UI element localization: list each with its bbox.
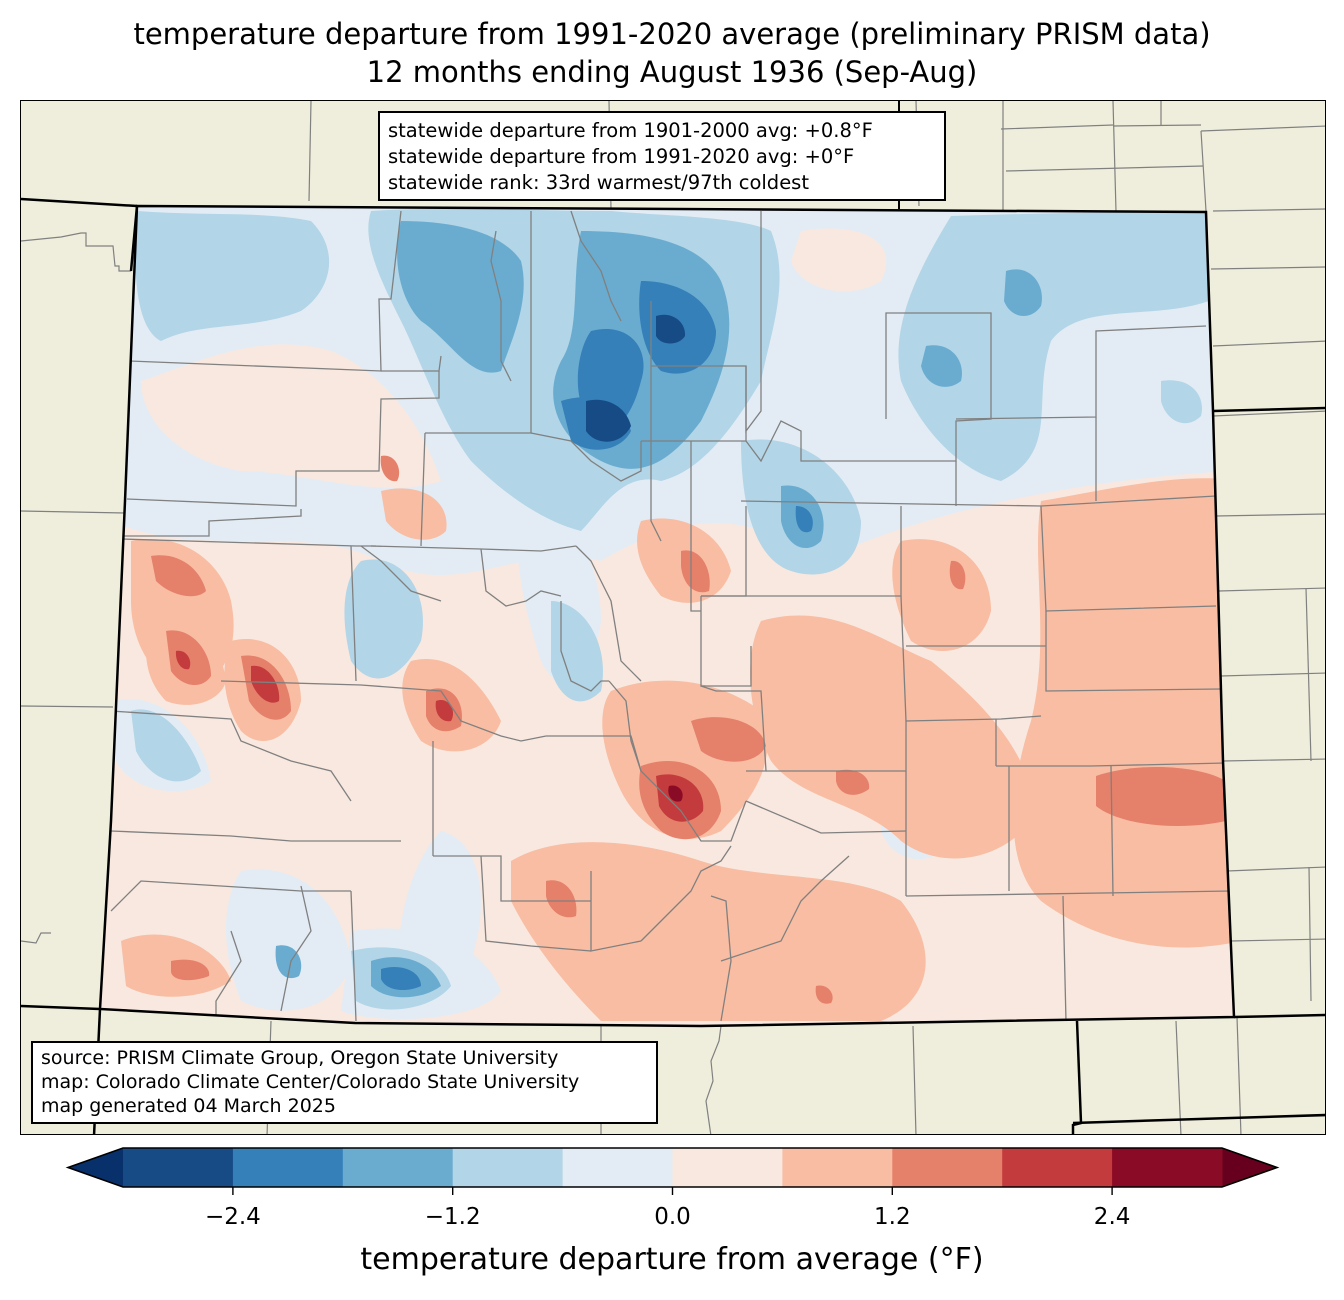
temperature-anomaly-field xyxy=(100,206,1234,1026)
statewide-stats-box: statewide departure from 1901-2000 avg: … xyxy=(378,111,946,201)
colorbar-bin xyxy=(1112,1148,1223,1187)
anomaly-region-warm-medium xyxy=(511,842,926,1021)
anomaly-region-warm-very-strong xyxy=(175,650,191,670)
colorbar-bin xyxy=(342,1148,454,1187)
colorbar-tick-label: 0.0 xyxy=(654,1204,691,1230)
anomaly-region-cool-strong xyxy=(397,221,524,373)
anomaly-region-cool-medium xyxy=(131,709,201,782)
anomaly-region-warm-strong xyxy=(1096,766,1226,826)
colorbar-tick-label: −2.4 xyxy=(204,1204,261,1230)
anomaly-region-warm-strong xyxy=(546,880,577,918)
colorbar-bin xyxy=(562,1148,673,1187)
anomaly-region-warm-strong xyxy=(681,550,710,593)
anomaly-region-cool-medium xyxy=(551,601,603,702)
chart-title-line1: temperature departure from 1991-2020 ave… xyxy=(133,17,1211,51)
anomaly-region-cool-extreme xyxy=(586,399,631,442)
anomaly-region-cool-strong xyxy=(1004,269,1042,317)
colorado-state-border xyxy=(98,204,1236,1028)
colorbar-tick-label: −1.2 xyxy=(424,1204,481,1230)
anomaly-region-warm-medium xyxy=(381,488,447,540)
colorbar-bin xyxy=(452,1148,564,1187)
stat-departure-1901-2000: statewide departure from 1901-2000 avg: … xyxy=(388,119,873,142)
anomaly-region-cool-medium xyxy=(1121,214,1206,256)
colorbar-outline xyxy=(65,1147,1280,1188)
anomaly-region-cool-very-strong xyxy=(795,506,813,533)
anomaly-region-warm-extreme xyxy=(668,785,683,802)
anomaly-region-warm-medium xyxy=(1013,478,1234,948)
colorado-map xyxy=(21,101,1325,1134)
anomaly-region-cool-medium xyxy=(898,212,1209,481)
anomaly-region-warm-strong xyxy=(815,985,833,1004)
anomaly-region-cool-strong xyxy=(275,945,302,979)
source-line: source: PRISM Climate Group, Oregon Stat… xyxy=(41,1047,559,1069)
anomaly-region-cool-light xyxy=(226,869,351,1011)
stat-departure-1991-2020: statewide departure from 1991-2020 avg: … xyxy=(388,145,855,168)
county-lines xyxy=(110,210,1232,1022)
anomaly-region-warm-very-strong xyxy=(251,665,280,703)
anomaly-region-warm-strong xyxy=(691,717,766,762)
chart-title-line2: 12 months ending August 1936 (Sep-Aug) xyxy=(366,55,978,89)
stat-rank: statewide rank: 33rd warmest/97th coldes… xyxy=(388,171,809,194)
colorbar-tick-label: 2.4 xyxy=(1093,1204,1131,1230)
anomaly-region-cool-medium xyxy=(1161,380,1202,424)
anomaly-region-warm-strong xyxy=(171,959,210,981)
map-credit-line: map: Colorado Climate Center/Colorado St… xyxy=(41,1071,580,1093)
colorbar-over-arrow xyxy=(1222,1148,1277,1187)
anomaly-region-cool-strong xyxy=(921,345,962,387)
anomaly-region-warm-light xyxy=(141,344,441,488)
source-box: source: PRISM Climate Group, Oregon Stat… xyxy=(31,1041,658,1124)
anomaly-region-warm-strong xyxy=(949,560,966,590)
colorbar-bin xyxy=(892,1148,1003,1187)
anomaly-region-cool-medium xyxy=(344,559,423,679)
anomaly-region-warm-very-strong xyxy=(435,700,454,722)
map-panel xyxy=(20,100,1326,1135)
colorbar xyxy=(65,1147,1280,1195)
colorbar-under-arrow xyxy=(68,1148,123,1187)
colorbar-label: temperature departure from average (°F) xyxy=(360,1242,984,1277)
anomaly-region-warm-strong xyxy=(836,769,870,795)
colorbar-bin xyxy=(672,1148,783,1187)
anomaly-region-cool-extreme xyxy=(656,314,686,344)
anomaly-region-warm-medium xyxy=(892,539,991,651)
anomaly-region-cool-very-strong xyxy=(381,966,421,991)
colorbar-bin xyxy=(123,1148,234,1187)
generated-date-line: map generated 04 March 2025 xyxy=(41,1095,336,1117)
anomaly-region-cool-medium xyxy=(135,211,330,341)
colorbar-bin xyxy=(232,1148,344,1187)
anomaly-region-warm-strong xyxy=(151,555,206,597)
anomaly-region-warm-light xyxy=(791,228,887,292)
colorbar-tick-label: 1.2 xyxy=(874,1204,911,1230)
colorbar-bin xyxy=(1002,1148,1113,1187)
anomaly-region-warm-medium xyxy=(750,615,1033,859)
anomaly-region-warm-strong xyxy=(380,455,400,482)
colorbar-bin xyxy=(782,1148,893,1187)
